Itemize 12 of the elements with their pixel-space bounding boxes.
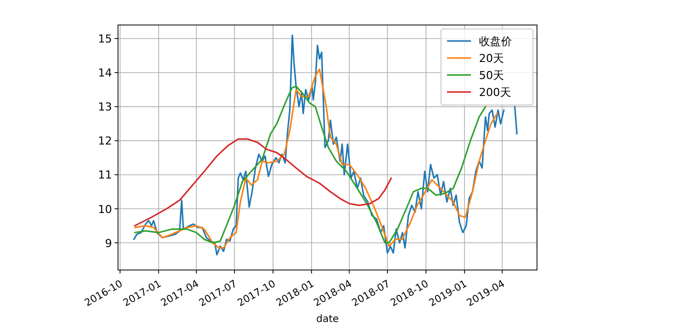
y-tick-label: 9: [105, 236, 112, 250]
y-tick-label: 10: [98, 202, 112, 216]
y-tick-label: 12: [98, 134, 112, 148]
legend-label: 收盘价: [479, 35, 512, 48]
y-tick-label: 11: [98, 168, 112, 182]
legend-label: 50天: [479, 69, 504, 82]
legend-label: 200天: [479, 86, 511, 99]
x-axis-title: date: [316, 314, 339, 325]
y-tick-label: 13: [98, 100, 112, 114]
y-tick-label: 14: [98, 66, 112, 80]
legend-label: 20天: [479, 52, 504, 65]
y-tick-label: 15: [98, 32, 112, 46]
